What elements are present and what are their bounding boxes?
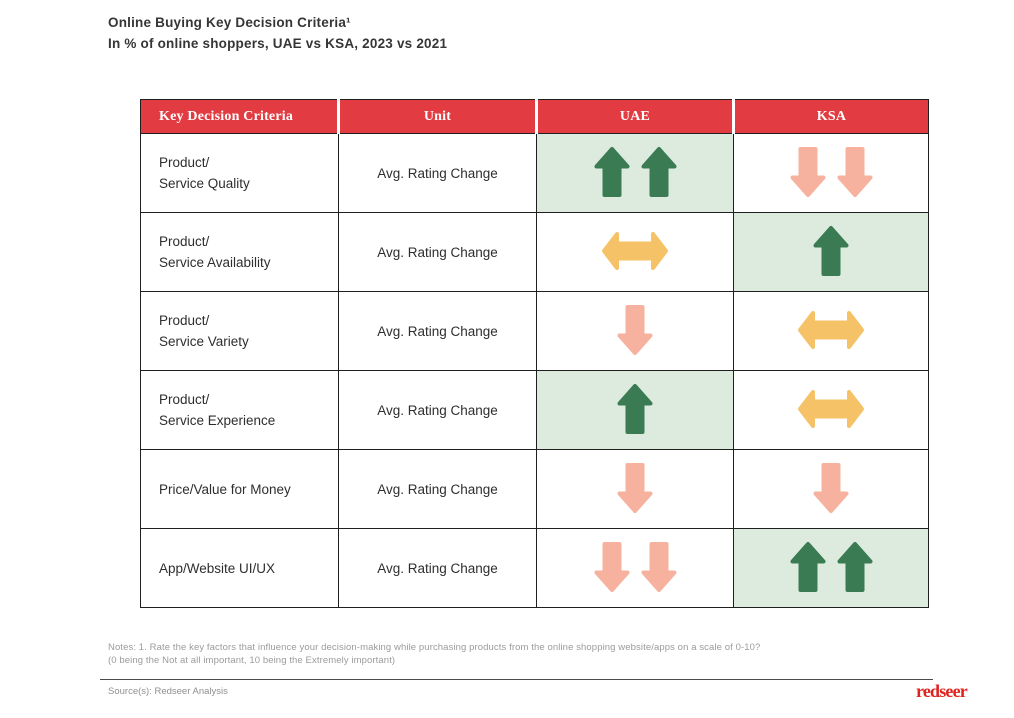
ksa-trend-cell	[733, 291, 929, 371]
criteria-line: Service Experience	[159, 413, 276, 428]
table-row: Product/Service Variety Avg. Rating Chang…	[140, 291, 929, 371]
trend-down-arrow-icon	[641, 541, 676, 592]
unit-cell: Avg. Rating Change	[338, 528, 537, 608]
ksa-trend-cell	[733, 370, 929, 450]
criteria-line: Service Quality	[159, 176, 250, 191]
trend-down-arrow-icon	[617, 462, 653, 513]
trend-neutral-arrow-icon	[798, 310, 864, 349]
decision-criteria-table: Key Decision Criteria Unit UAE KSA Product/…	[140, 99, 929, 608]
trend-down-arrow-icon	[617, 304, 653, 355]
unit-cell: Avg. Rating Change	[338, 291, 537, 371]
trend-indicator	[594, 541, 677, 593]
trend-indicator	[594, 146, 677, 198]
criteria-line: Product/	[159, 392, 210, 407]
criteria-cell: Product/Service Quality	[140, 133, 339, 213]
redseer-logo: redseer	[915, 681, 968, 701]
trend-indicator	[617, 304, 653, 356]
unit-cell: Avg. Rating Change	[338, 449, 537, 529]
footer-divider	[100, 679, 933, 680]
criteria-cell: Price/Value for Money	[140, 449, 339, 529]
trend-indicator	[813, 462, 849, 514]
trend-down-arrow-icon	[790, 146, 825, 197]
criteria-line: App/Website UI/UX	[159, 560, 276, 576]
criteria-line: Service Variety	[159, 334, 249, 349]
uae-trend-cell	[536, 528, 734, 608]
uae-trend-cell	[536, 212, 734, 292]
trend-neutral-arrow-icon	[602, 231, 668, 270]
ksa-trend-cell	[733, 528, 929, 608]
criteria-cell: Product/Service Experience	[140, 370, 339, 450]
trend-down-arrow-icon	[594, 541, 629, 592]
criteria-line: Product/	[159, 234, 210, 249]
ksa-trend-cell	[733, 449, 929, 529]
trend-indicator	[797, 309, 865, 351]
criteria-line: Service Availability	[159, 255, 271, 270]
table-row: Product/Service Quality Avg. Rating Chang…	[140, 133, 929, 213]
trend-neutral-arrow-icon	[798, 389, 864, 428]
notes-line-2: (0 being the Not at all important, 10 be…	[108, 655, 396, 666]
table-row: App/Website UI/UX Avg. Rating Change	[140, 528, 929, 608]
table-row: Product/Service Availability Avg. Rating …	[140, 212, 929, 292]
slide-header: Online Buying Key Decision Criteria¹ In …	[108, 12, 447, 54]
table-header-row: Key Decision Criteria Unit UAE KSA	[140, 99, 929, 134]
table-row: Price/Value for Money Avg. Rating Change	[140, 449, 929, 529]
trend-up-arrow-icon	[813, 225, 849, 276]
ksa-trend-cell	[733, 133, 929, 213]
criteria-line: Price/Value for Money	[159, 481, 291, 497]
trend-down-arrow-icon	[813, 462, 849, 513]
trend-indicator	[617, 462, 653, 514]
trend-up-arrow-icon	[594, 146, 629, 197]
trend-down-arrow-icon	[837, 146, 872, 197]
unit-cell: Avg. Rating Change	[338, 133, 537, 213]
criteria-cell: App/Website UI/UX	[140, 528, 339, 608]
trend-up-arrow-icon	[837, 541, 872, 592]
trend-indicator	[813, 225, 849, 277]
page-title: Online Buying Key Decision Criteria¹	[108, 15, 351, 30]
table-row: Product/Service Experience Avg. Rating Ch…	[140, 370, 929, 450]
criteria-line: Product/	[159, 313, 210, 328]
uae-trend-cell	[536, 370, 734, 450]
uae-trend-cell	[536, 133, 734, 213]
unit-cell: Avg. Rating Change	[338, 370, 537, 450]
trend-indicator	[790, 146, 873, 198]
page-subtitle: In % of online shoppers, UAE vs KSA, 202…	[108, 36, 448, 51]
column-header-key-decision-criteria: Key Decision Criteria	[140, 99, 339, 134]
criteria-cell: Product/Service Variety	[140, 291, 339, 371]
ksa-trend-cell	[733, 212, 929, 292]
trend-indicator	[790, 541, 873, 593]
uae-trend-cell	[536, 291, 734, 371]
criteria-line: Product/	[159, 155, 210, 170]
trend-indicator	[601, 230, 669, 272]
trend-indicator	[617, 383, 653, 435]
unit-cell: Avg. Rating Change	[338, 212, 537, 292]
column-header-unit: Unit	[337, 99, 537, 134]
trend-up-arrow-icon	[617, 383, 653, 434]
trend-up-arrow-icon	[790, 541, 825, 592]
column-header-ksa: KSA	[732, 99, 929, 134]
trend-indicator	[797, 388, 865, 430]
trend-up-arrow-icon	[641, 146, 676, 197]
criteria-cell: Product/Service Availability	[140, 212, 339, 292]
column-header-uae: UAE	[535, 99, 734, 134]
notes-line-1: Notes: 1. Rate the key factors that infl…	[108, 642, 761, 653]
source-text: Source(s): Redseer Analysis	[108, 686, 228, 697]
uae-trend-cell	[536, 449, 734, 529]
notes: Notes: 1. Rate the key factors that infl…	[108, 641, 760, 667]
